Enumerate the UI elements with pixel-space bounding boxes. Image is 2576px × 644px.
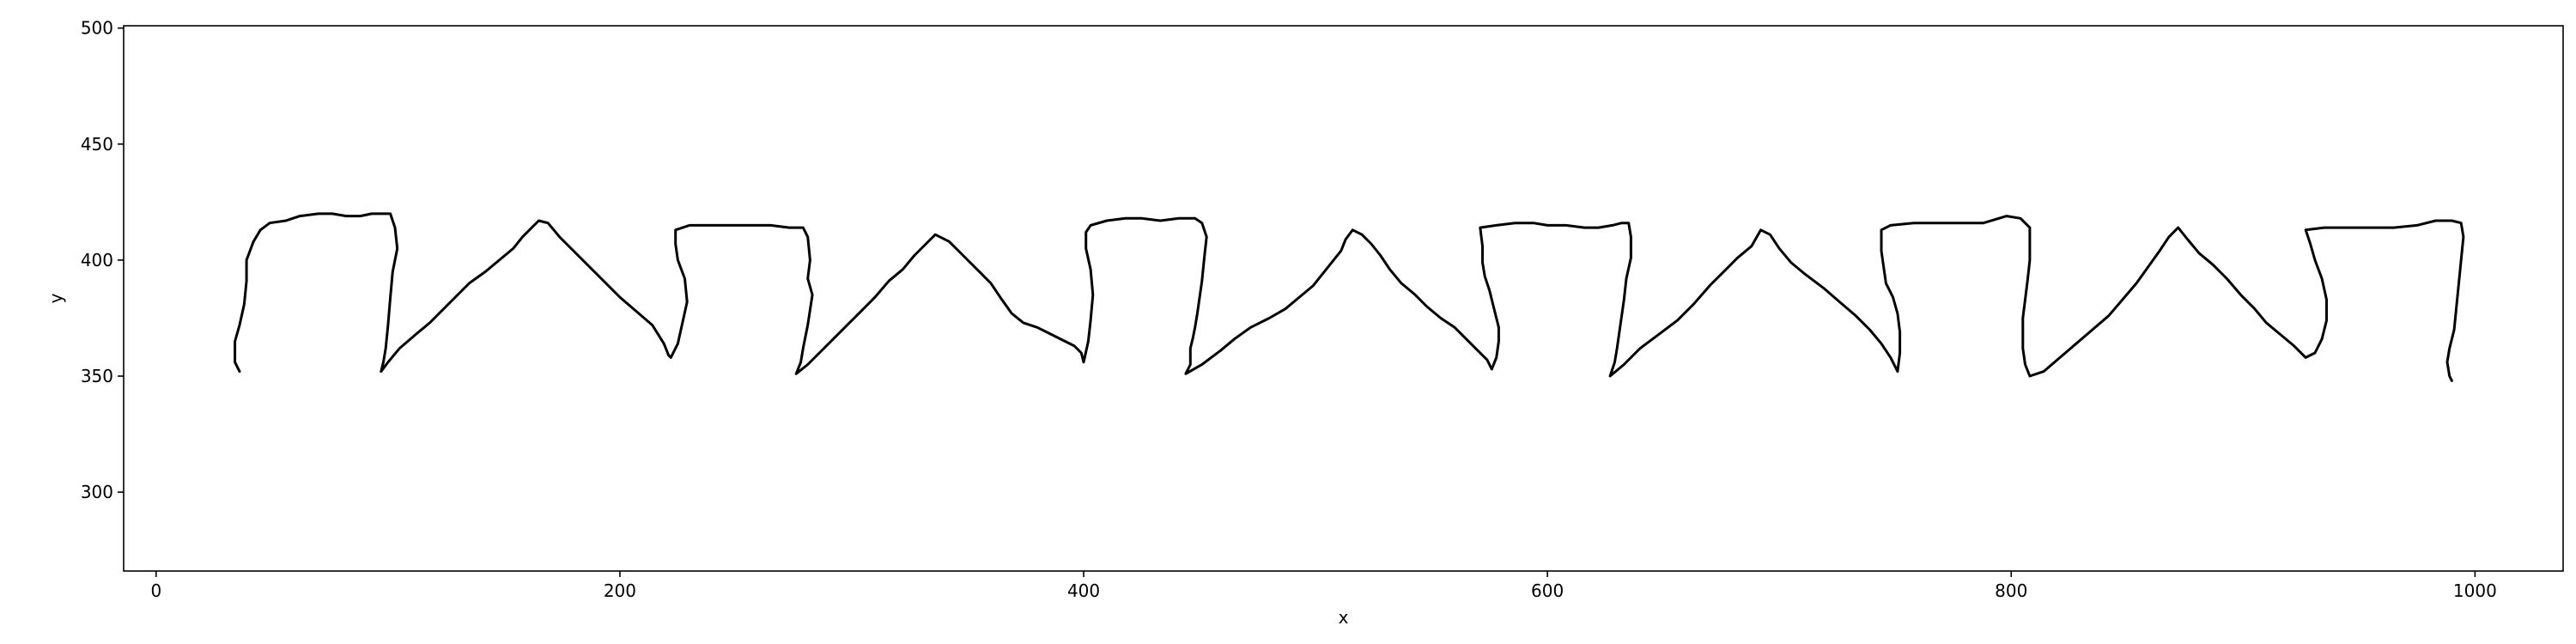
y-axis-ticks: 300 350 400 450 500 [81, 18, 124, 502]
x-axis-label: x [1339, 607, 1349, 628]
x-tick-label: 800 [1995, 580, 2027, 601]
y-tick-label: 350 [81, 366, 113, 386]
x-tick-label: 600 [1531, 580, 1564, 601]
x-tick-label: 0 [150, 580, 161, 601]
x-axis-ticks: 0 200 400 600 800 1000 [150, 571, 2497, 601]
x-tick-label: 200 [604, 580, 636, 601]
y-tick-label: 300 [81, 482, 113, 502]
x-tick-label: 400 [1067, 580, 1100, 601]
y-tick-label: 400 [81, 250, 113, 270]
series-layer [234, 212, 2465, 382]
plot-frame [123, 25, 2564, 572]
x-tick-label: 1000 [2453, 580, 2497, 601]
y-axis-label: y [46, 293, 66, 303]
y-tick-label: 500 [81, 18, 113, 39]
y-tick-label: 450 [81, 134, 113, 155]
series-line-0 [234, 212, 2465, 382]
